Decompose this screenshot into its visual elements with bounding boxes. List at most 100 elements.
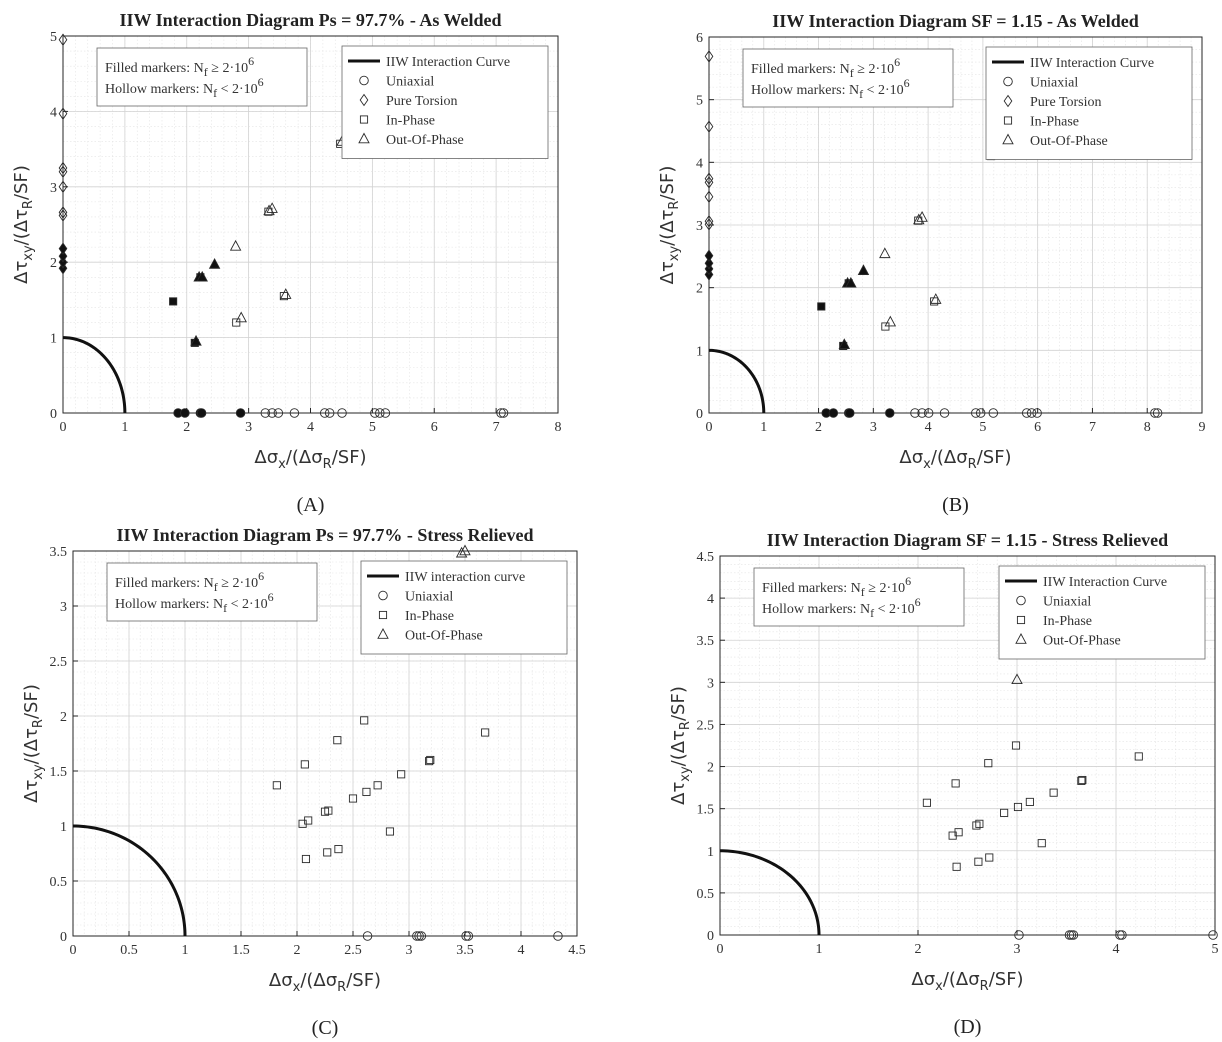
chart-title: IIW Interaction Diagram Ps = 97.7% - As … bbox=[119, 10, 501, 30]
x-tick-label: 8 bbox=[1144, 420, 1151, 435]
legend-label: Pure Torsion bbox=[1030, 95, 1101, 110]
out-of-phase-point bbox=[263, 204, 275, 216]
uniaxial-point bbox=[461, 931, 471, 941]
x-tick-label: 3 bbox=[1014, 942, 1021, 957]
x-tick-label: 2.5 bbox=[344, 943, 362, 958]
pure-torsion-point bbox=[704, 190, 714, 204]
uniaxial-point bbox=[1208, 930, 1218, 940]
in-phase-point bbox=[301, 854, 311, 864]
y-tick-label: 2.5 bbox=[697, 718, 715, 733]
y-axis-label: Δτxy/(ΔτR/SF) bbox=[11, 165, 36, 284]
out-of-phase-point bbox=[1002, 133, 1014, 145]
uniaxial-point bbox=[1026, 408, 1037, 418]
in-phase-point bbox=[1037, 839, 1046, 848]
in-phase-point bbox=[300, 760, 309, 769]
uniaxial-point bbox=[1150, 408, 1160, 418]
x-tick-label: 3.5 bbox=[456, 943, 474, 958]
pure-torsion-point bbox=[359, 93, 369, 107]
iiw-interaction-curve bbox=[708, 348, 766, 414]
axes-box bbox=[72, 550, 578, 937]
legend-label: Pure Torsion bbox=[386, 94, 457, 109]
legend: IIW Interaction Curve Uniaxial In-Phase Out… bbox=[998, 565, 1206, 660]
note-line: Hollow markers: Nf < 2·106 bbox=[115, 590, 274, 615]
x-tick-label: 7 bbox=[493, 420, 500, 435]
uniaxial-point bbox=[1014, 930, 1024, 940]
in-phase-point bbox=[323, 848, 332, 857]
in-phase-point bbox=[373, 781, 382, 790]
uniaxial-point bbox=[463, 931, 474, 941]
uniaxial-point bbox=[289, 408, 300, 418]
in-phase-point bbox=[324, 806, 333, 815]
x-tick-label: 4 bbox=[925, 420, 932, 435]
legend-label: IIW Interaction Curve bbox=[386, 55, 510, 70]
legend-box bbox=[985, 46, 1193, 160]
x-tick-label: 1 bbox=[182, 943, 189, 958]
y-tick-label: 0 bbox=[60, 930, 67, 945]
chart-title: IIW Interaction Diagram SF = 1.15 - As W… bbox=[772, 11, 1138, 31]
legend-label: IIW Interaction Curve bbox=[1030, 56, 1154, 71]
y-tick-label: 0 bbox=[50, 407, 57, 422]
out-of-phase-point bbox=[377, 628, 389, 639]
out-of-phase-point bbox=[838, 338, 851, 349]
y-tick-label: 2.5 bbox=[50, 655, 68, 670]
in-phase-point bbox=[951, 779, 960, 788]
legend-label: In-Phase bbox=[1043, 614, 1092, 629]
in-phase-point bbox=[481, 728, 490, 737]
in-phase-point bbox=[272, 781, 281, 790]
in-phase-point bbox=[359, 115, 369, 124]
uniaxial-point bbox=[375, 408, 385, 418]
uniaxial-point bbox=[1152, 408, 1163, 418]
in-phase-point bbox=[975, 819, 984, 828]
legend-box bbox=[341, 45, 549, 159]
in-phase-point bbox=[304, 816, 313, 825]
legend-label: In-Phase bbox=[1030, 115, 1079, 130]
x-tick-label: 5 bbox=[369, 420, 376, 435]
in-phase-point bbox=[817, 302, 826, 311]
uniaxial-point bbox=[380, 408, 391, 418]
out-of-phase-point bbox=[857, 264, 870, 275]
legend-label: Out-Of-Phase bbox=[386, 133, 464, 148]
legend: IIW Interaction Curve Uniaxial Pure Torsio… bbox=[341, 45, 549, 159]
note-line: Filled markers: Nf ≥ 2·106 bbox=[115, 569, 264, 594]
y-tick-label: 1.5 bbox=[697, 803, 715, 818]
in-phase-point bbox=[378, 610, 388, 620]
in-phase-point bbox=[360, 716, 369, 725]
y-tick-label: 1 bbox=[60, 820, 67, 835]
x-tick-label: 6 bbox=[431, 420, 438, 435]
uniaxial-point bbox=[1117, 930, 1127, 940]
x-axis-label: Δσx/(ΔσR/SF) bbox=[254, 447, 366, 472]
uniaxial-point bbox=[370, 408, 380, 418]
y-tick-label: 4 bbox=[707, 592, 714, 607]
uniaxial-point bbox=[260, 408, 271, 418]
iiw-interaction-curve bbox=[719, 849, 821, 936]
in-phase-point bbox=[362, 787, 371, 796]
x-tick-label: 1 bbox=[760, 420, 767, 435]
y-tick-label: 3 bbox=[696, 219, 703, 234]
pure-torsion-point bbox=[58, 249, 68, 263]
panel-caption: (D) bbox=[954, 1016, 982, 1038]
y-tick-label: 2 bbox=[696, 282, 703, 297]
y-tick-label: 6 bbox=[696, 31, 703, 46]
out-of-phase-point bbox=[266, 202, 278, 213]
uniaxial-point bbox=[1068, 930, 1079, 940]
x-tick-label: 8 bbox=[555, 420, 562, 435]
out-of-phase-point bbox=[358, 132, 370, 144]
legend-label: In-Phase bbox=[386, 114, 435, 129]
uniaxial-point bbox=[971, 408, 981, 418]
legend-label: Uniaxial bbox=[386, 75, 434, 90]
chart-panel-D: 0 1 2 3 4 5 0 0.5 1 1.5 2 2.5 3 3.5 4 4.5 IIW Interactio… bbox=[668, 530, 1219, 1038]
in-phase-point bbox=[954, 828, 963, 837]
y-tick-label: 2 bbox=[707, 761, 714, 776]
in-phase-point bbox=[232, 318, 241, 327]
in-phase-point bbox=[1077, 776, 1086, 785]
note-line: Filled markers: Nf ≥ 2·106 bbox=[751, 55, 900, 80]
uniaxial-point bbox=[180, 408, 190, 418]
x-tick-label: 4.5 bbox=[568, 943, 586, 958]
x-tick-label: 4 bbox=[307, 420, 314, 435]
in-phase-point bbox=[385, 827, 395, 836]
y-tick-label: 3.5 bbox=[50, 545, 68, 560]
x-tick-label: 0.5 bbox=[120, 943, 138, 958]
x-tick-label: 7 bbox=[1089, 420, 1096, 435]
